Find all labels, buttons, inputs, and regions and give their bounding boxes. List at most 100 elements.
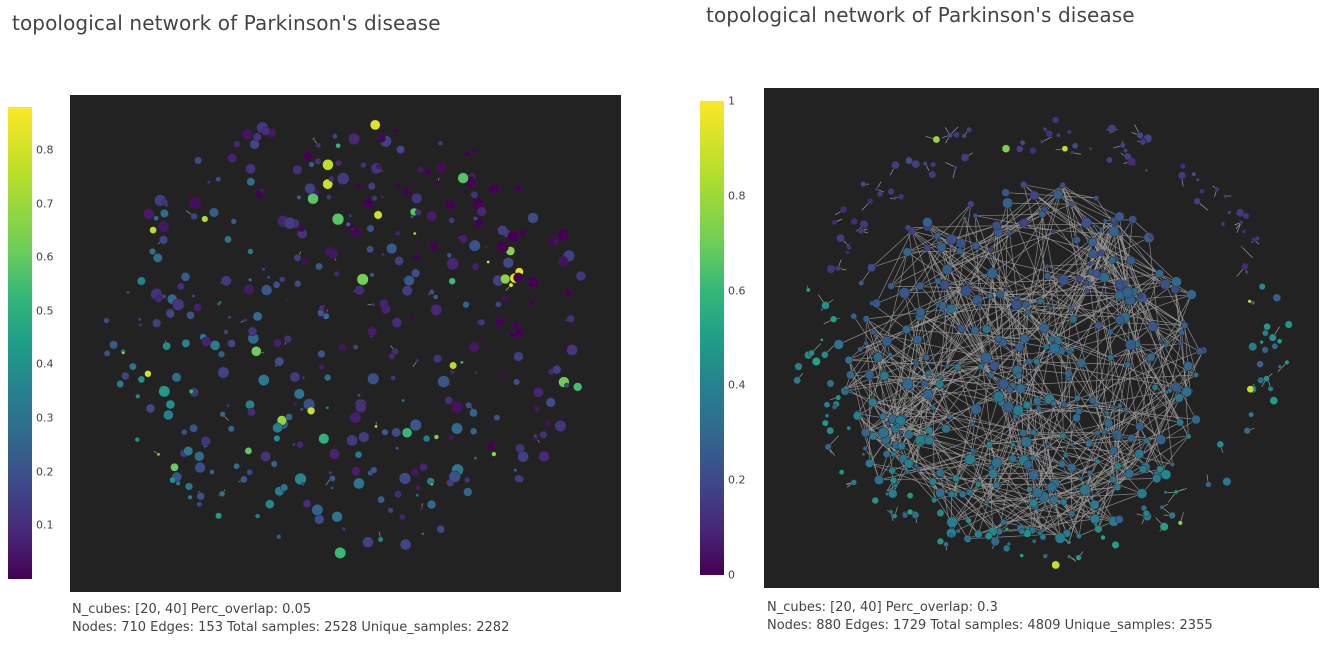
network-node[interactable] (181, 428, 188, 436)
network-node[interactable] (928, 170, 937, 179)
network-node[interactable] (353, 477, 365, 490)
network-node[interactable] (912, 334, 923, 345)
network-node[interactable] (1108, 226, 1120, 237)
network-node[interactable] (1088, 146, 1093, 151)
network-node[interactable] (1134, 448, 1145, 459)
network-node[interactable] (428, 289, 435, 295)
network-node[interactable] (1155, 269, 1164, 278)
network-node[interactable] (970, 422, 976, 428)
network-node[interactable] (1066, 349, 1073, 356)
network-node[interactable] (387, 507, 394, 514)
network-node[interactable] (1241, 262, 1249, 271)
network-node[interactable] (517, 450, 529, 463)
network-node[interactable] (358, 431, 370, 443)
network-node[interactable] (964, 453, 976, 465)
network-node[interactable] (369, 119, 381, 131)
network-node[interactable] (430, 304, 443, 316)
network-node[interactable] (348, 132, 360, 145)
network-node[interactable] (226, 403, 230, 408)
network-node[interactable] (1101, 429, 1107, 436)
network-node[interactable] (911, 159, 921, 169)
network-node[interactable] (1102, 218, 1108, 224)
network-node[interactable] (513, 351, 524, 362)
network-node[interactable] (223, 329, 229, 335)
network-node[interactable] (897, 193, 905, 200)
network-node[interactable] (913, 361, 920, 367)
network-node[interactable] (396, 145, 405, 154)
network-node[interactable] (209, 340, 221, 351)
network-node[interactable] (963, 534, 972, 543)
network-node[interactable] (486, 441, 496, 451)
network-node[interactable] (821, 351, 829, 359)
network-node[interactable] (945, 233, 957, 245)
network-node[interactable] (143, 208, 155, 220)
network-node[interactable] (152, 318, 162, 328)
network-node[interactable] (1098, 227, 1104, 232)
network-node[interactable] (301, 375, 306, 380)
network-node[interactable] (1092, 224, 1097, 229)
network-node[interactable] (446, 257, 459, 271)
network-node[interactable] (1114, 462, 1122, 470)
network-node[interactable] (449, 369, 456, 375)
network-node[interactable] (394, 490, 402, 499)
network-node[interactable] (338, 343, 347, 352)
network-node[interactable] (1057, 274, 1070, 286)
network-node[interactable] (341, 527, 346, 531)
network-node[interactable] (935, 487, 946, 498)
network-node[interactable] (468, 341, 480, 353)
network-node[interactable] (1061, 145, 1069, 153)
network-node[interactable] (1143, 437, 1150, 444)
network-node[interactable] (1164, 390, 1169, 395)
network-node[interactable] (433, 354, 443, 364)
network-node[interactable] (331, 511, 343, 523)
network-node[interactable] (186, 311, 195, 320)
network-node[interactable] (1195, 347, 1204, 356)
network-node[interactable] (188, 388, 194, 394)
network-node[interactable] (489, 183, 500, 195)
network-node[interactable] (193, 303, 202, 312)
network-node[interactable] (850, 217, 858, 226)
network-node[interactable] (103, 317, 110, 324)
network-node[interactable] (1006, 230, 1013, 237)
network-node[interactable] (322, 178, 334, 190)
network-node[interactable] (145, 403, 156, 414)
network-node[interactable] (1112, 433, 1117, 439)
network-node[interactable] (463, 150, 471, 158)
network-node[interactable] (436, 162, 447, 173)
network-node[interactable] (315, 142, 322, 149)
network-node[interactable] (508, 282, 514, 288)
network-node[interactable] (1066, 129, 1072, 135)
network-node[interactable] (904, 458, 914, 469)
network-node[interactable] (137, 375, 146, 384)
network-node[interactable] (985, 441, 993, 448)
network-node[interactable] (395, 230, 401, 236)
network-node[interactable] (474, 370, 478, 375)
network-node[interactable] (527, 276, 539, 288)
network-node[interactable] (989, 360, 1000, 371)
network-node[interactable] (1087, 469, 1093, 476)
network-node[interactable] (860, 427, 871, 438)
network-node[interactable] (360, 162, 367, 169)
network-node[interactable] (171, 372, 182, 383)
network-node[interactable] (328, 470, 333, 475)
network-node[interactable] (1276, 338, 1283, 344)
network-node[interactable] (280, 483, 289, 492)
network-node[interactable] (887, 352, 893, 358)
network-node[interactable] (273, 338, 282, 348)
network-node[interactable] (869, 300, 875, 306)
network-node[interactable] (1220, 221, 1226, 227)
network-node[interactable] (328, 448, 340, 460)
network-node[interactable] (1025, 309, 1032, 316)
network-node[interactable] (1183, 361, 1194, 371)
network-node[interactable] (1019, 333, 1030, 344)
network-node[interactable] (1193, 197, 1201, 205)
network-node[interactable] (890, 451, 897, 458)
network-node[interactable] (1159, 504, 1165, 510)
network-node[interactable] (388, 353, 395, 360)
network-node[interactable] (491, 451, 497, 457)
network-node[interactable] (1058, 460, 1066, 468)
network-node[interactable] (1042, 126, 1048, 132)
network-node[interactable] (998, 378, 1009, 389)
network-node[interactable] (1177, 171, 1187, 180)
network-node[interactable] (869, 432, 878, 441)
